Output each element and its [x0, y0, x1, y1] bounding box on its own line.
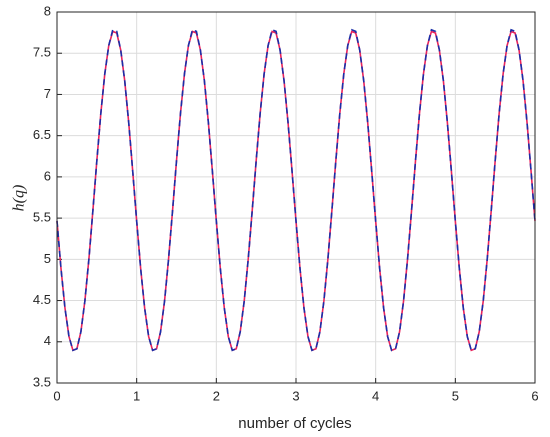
series-line	[56, 28, 536, 352]
x-tick-label: 0	[53, 388, 60, 403]
y-tick-label: 6.5	[33, 127, 51, 142]
y-axis-label: h(q)	[11, 185, 28, 212]
x-tick-label: 2	[213, 388, 220, 403]
y-tick-label: 3.5	[33, 374, 51, 389]
y-tick-label: 8	[44, 3, 51, 18]
y-tick-label: 5	[44, 251, 51, 266]
x-tick-label: 6	[531, 388, 538, 403]
x-tick-label: 4	[372, 388, 379, 403]
y-tick-label: 6	[44, 168, 51, 183]
y-tick-label: 7.5	[33, 45, 51, 60]
y-tick-label: 4	[44, 333, 51, 348]
y-tick-label: 5.5	[33, 210, 51, 225]
x-tick-label: 5	[452, 388, 459, 403]
x-axis-label: number of cycles	[238, 415, 351, 432]
plot-frame	[56, 11, 536, 384]
y-tick-label: 4.5	[33, 292, 51, 307]
y-tick-label: 7	[44, 86, 51, 101]
x-tick-label: 3	[292, 388, 299, 403]
x-tick-label: 1	[133, 388, 140, 403]
